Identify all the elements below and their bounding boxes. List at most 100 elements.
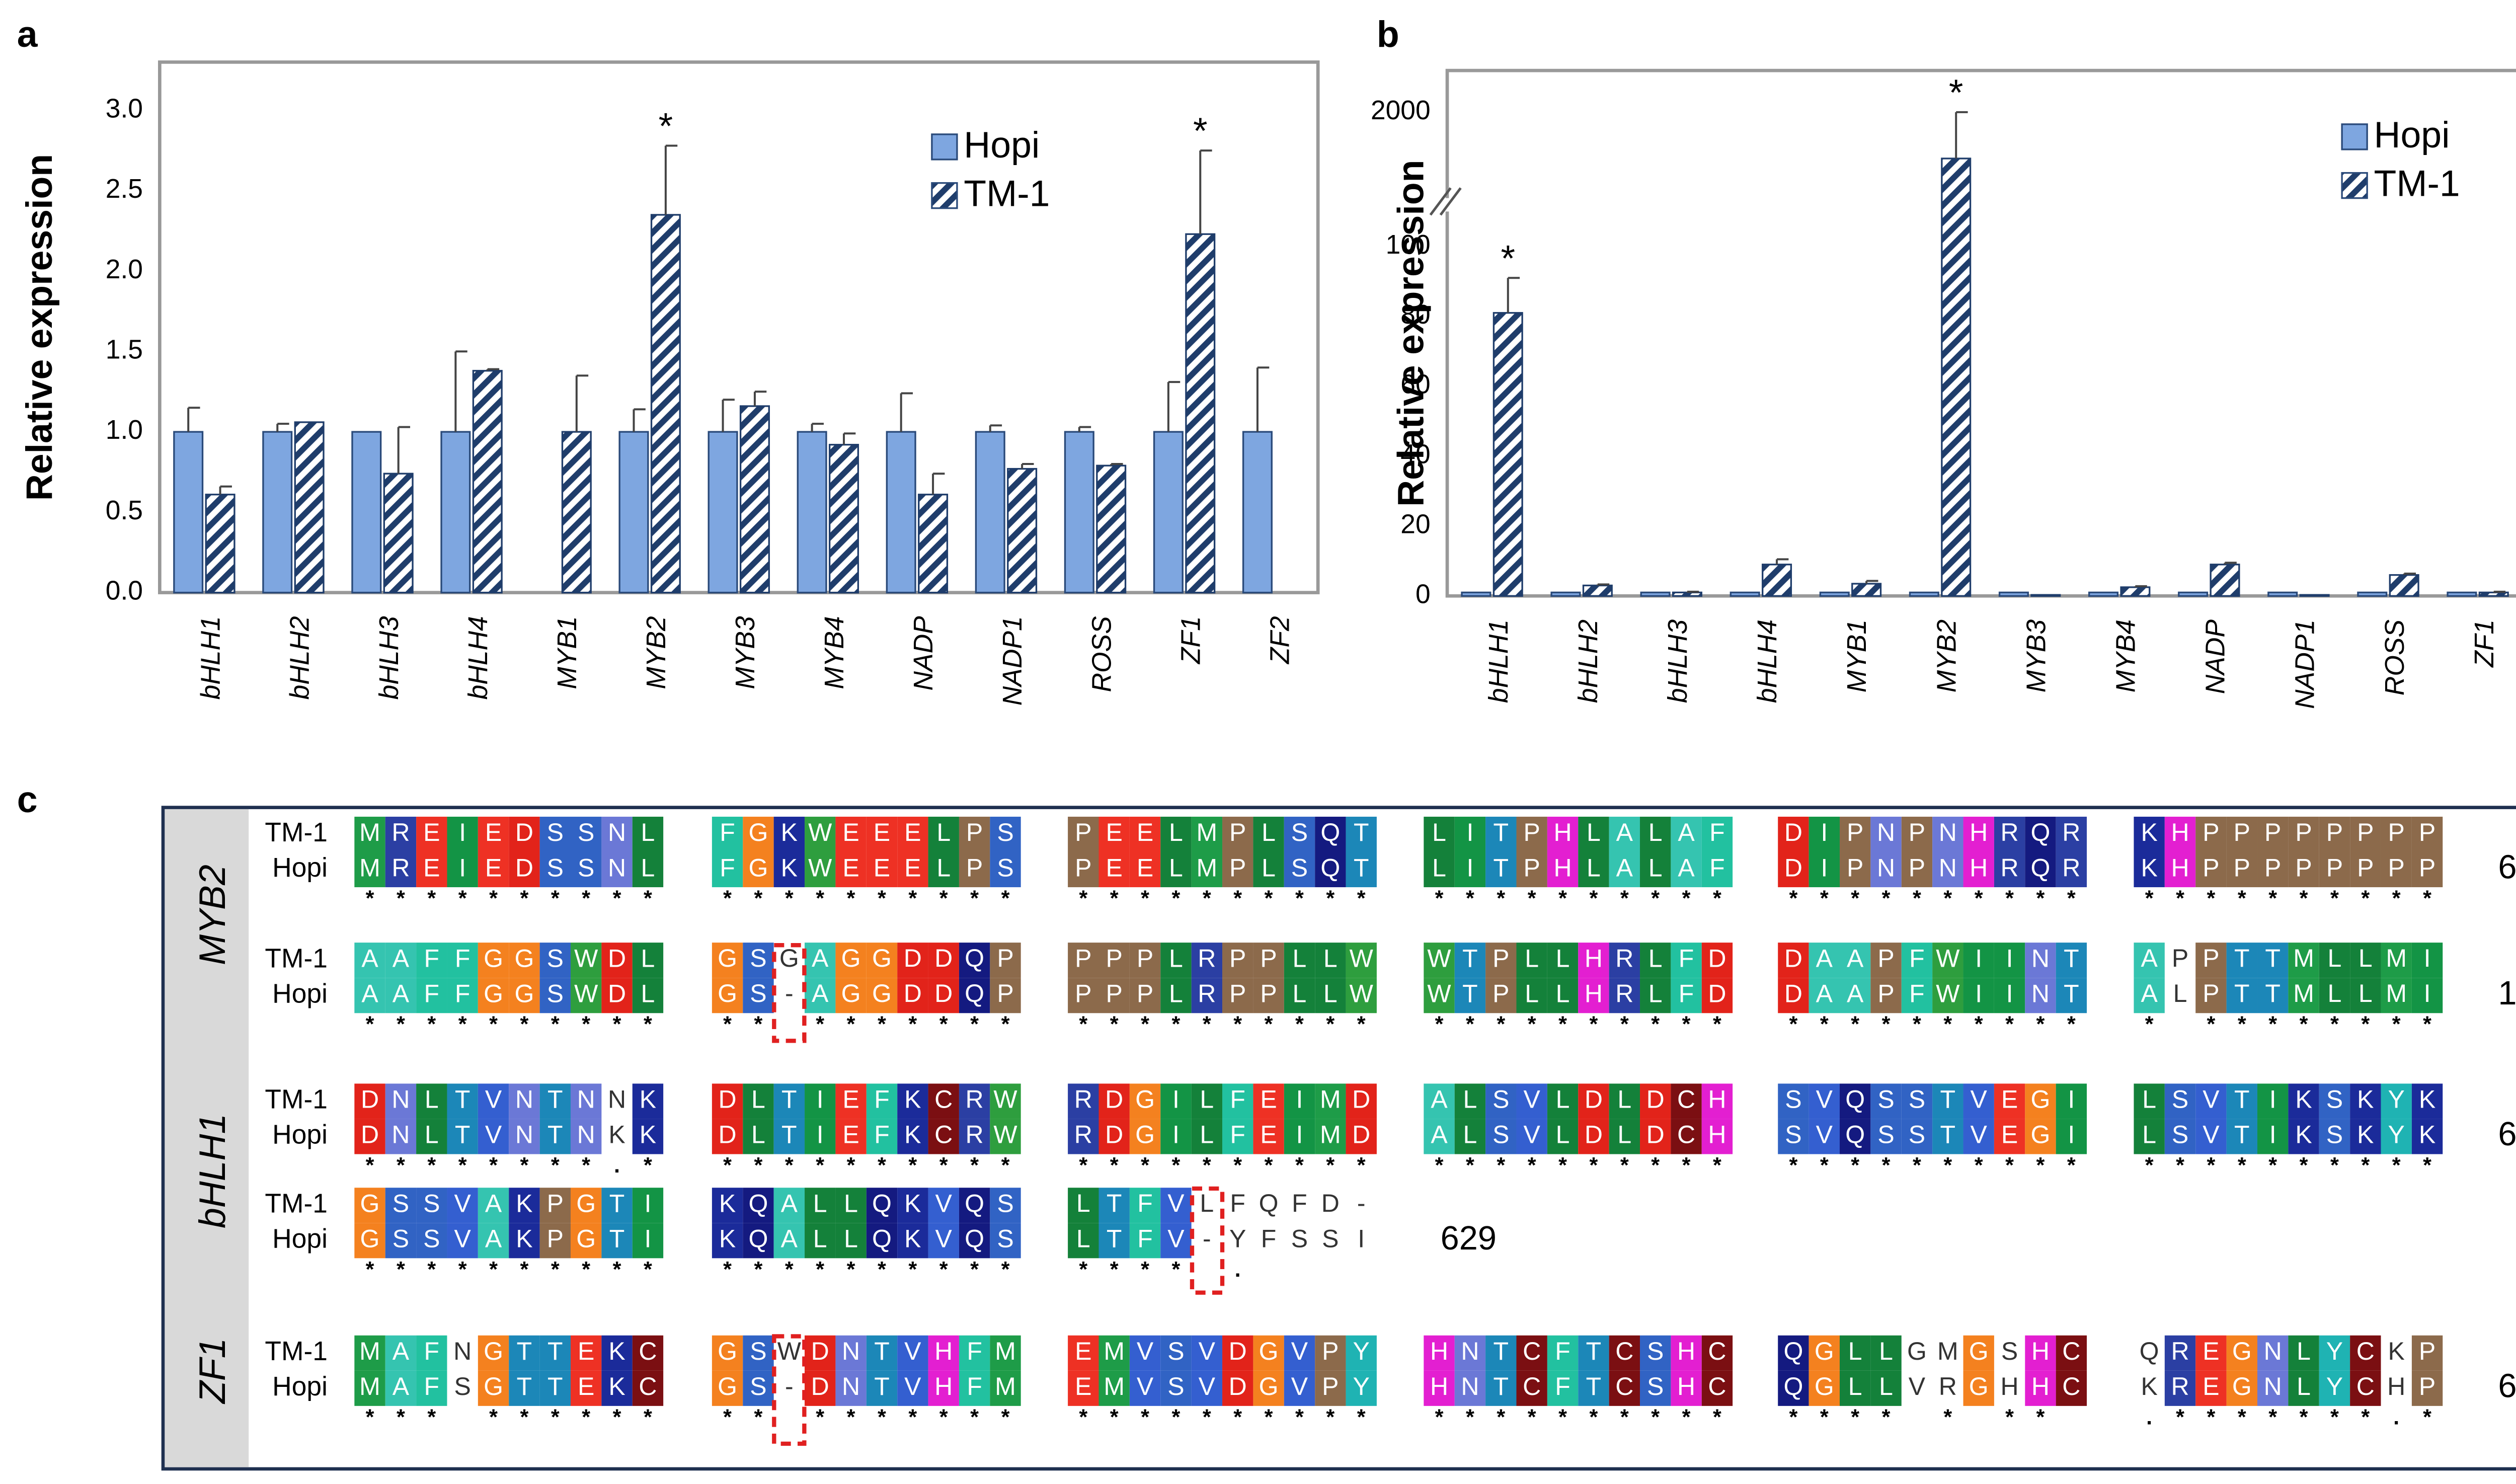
residue-shade	[354, 816, 385, 852]
residue-shade	[632, 1188, 664, 1223]
residue-shade	[1315, 852, 1346, 888]
residue-shade	[1578, 978, 1609, 1013]
residue-shade	[835, 1223, 867, 1259]
residue-shade	[1068, 852, 1099, 888]
residue-shade	[805, 1119, 836, 1154]
residue-shade	[1516, 852, 1547, 888]
residue-shade	[959, 978, 990, 1013]
residue-shade	[539, 1083, 571, 1119]
residue-shade	[571, 1083, 602, 1119]
residue-shade	[632, 1335, 664, 1371]
residue-shade	[990, 852, 1021, 888]
residue-shade	[2350, 943, 2381, 978]
residue-shade	[1284, 1370, 1315, 1406]
residue-shade	[1809, 978, 1840, 1013]
residue-shade	[2195, 1370, 2227, 1406]
residue-shade	[959, 943, 990, 978]
residue-shade	[1098, 1188, 1130, 1223]
residue-shade	[928, 1083, 959, 1119]
residue-shade	[416, 943, 447, 978]
bar	[2210, 564, 2240, 597]
residue-shade	[478, 816, 509, 852]
x-tick-label: ROSS	[2380, 619, 2410, 696]
residue-shade	[2025, 1335, 2056, 1371]
residue-shade	[2226, 1370, 2257, 1406]
residue-shade	[2195, 943, 2227, 978]
x-tick-label: NADP	[2201, 619, 2231, 694]
x-tick-label: bHLH2	[285, 616, 315, 699]
x-tick-label: MYB3	[731, 616, 760, 689]
bar	[1461, 591, 1491, 597]
residue-shade	[571, 1188, 602, 1223]
residue-shade	[601, 1223, 633, 1259]
residue-shade	[1963, 1370, 1994, 1406]
bar	[1941, 158, 1972, 597]
residue-shade	[1129, 1083, 1161, 1119]
residue-shade	[2381, 1119, 2412, 1154]
conservation: **********	[1079, 887, 1365, 911]
residue-shade	[1098, 1083, 1130, 1119]
residue-shade	[959, 852, 990, 888]
residue-shade	[2025, 816, 2056, 852]
residue-shade	[2350, 1370, 2381, 1406]
residue-shade	[1129, 1370, 1161, 1406]
residue-shade	[990, 1083, 1021, 1119]
residue-shade	[1315, 1083, 1346, 1119]
residue-shade	[1191, 852, 1223, 888]
y-axis-label: Relative expression	[1390, 160, 1432, 507]
significance-marker: *	[1193, 110, 1208, 151]
residue-shade	[385, 1083, 417, 1119]
x-tick-label: NADP1	[998, 616, 1028, 706]
residue-shade	[2056, 1083, 2087, 1119]
residue-shade	[959, 1119, 990, 1154]
legend-label: Hopi	[2374, 114, 2450, 155]
residue-shade	[1778, 1119, 1809, 1154]
residue-shade	[2411, 816, 2443, 852]
residue-shade	[835, 943, 867, 978]
x-tick-label: MYB1	[1842, 619, 1872, 692]
residue-shade	[1963, 978, 1994, 1013]
residue-shade	[1516, 1370, 1547, 1406]
residue-shade	[1609, 1370, 1640, 1406]
residue-shade	[1284, 852, 1315, 888]
residue-shade	[1839, 816, 1871, 852]
residue-shade	[990, 978, 1021, 1013]
conservation: **********	[1079, 1012, 1365, 1037]
residue-shade	[1932, 1119, 1963, 1154]
residue-shade	[1454, 1119, 1486, 1154]
residue-shade	[1932, 943, 1963, 978]
significance-marker: *	[1501, 238, 1516, 279]
residue-shade	[1346, 978, 1377, 1013]
residue-shade	[447, 943, 478, 978]
alignment-frame	[161, 806, 2516, 1471]
residue-shade	[1994, 1083, 2025, 1119]
residue-shade	[1994, 852, 2025, 888]
bar	[1242, 431, 1273, 594]
residue-shade	[1578, 816, 1609, 852]
residue-shade	[1547, 1083, 1579, 1119]
residue-shade	[1994, 1119, 2025, 1154]
residue-shade	[2319, 1083, 2350, 1119]
residue-shade	[1191, 1119, 1223, 1154]
residue-shade	[743, 1335, 774, 1371]
residue-shade	[447, 1188, 478, 1223]
residue-shade	[866, 1370, 898, 1406]
residue-shade	[1315, 1119, 1346, 1154]
x-tick-label: MYB2	[642, 616, 671, 689]
residue-shade	[478, 943, 509, 978]
residue-shade	[835, 1119, 867, 1154]
residue-shade	[1191, 1370, 1223, 1406]
residue-shade	[354, 943, 385, 978]
bar	[2267, 591, 2298, 597]
position-number: 120	[2498, 975, 2516, 1012]
bar	[1640, 591, 1671, 597]
residue-shade	[2411, 1370, 2443, 1406]
conservation: ********.*	[366, 1153, 652, 1178]
residue-shade	[1222, 852, 1253, 888]
residue-shade	[2164, 1335, 2196, 1371]
residue-shade	[571, 1223, 602, 1259]
residue-shade	[1778, 852, 1809, 888]
